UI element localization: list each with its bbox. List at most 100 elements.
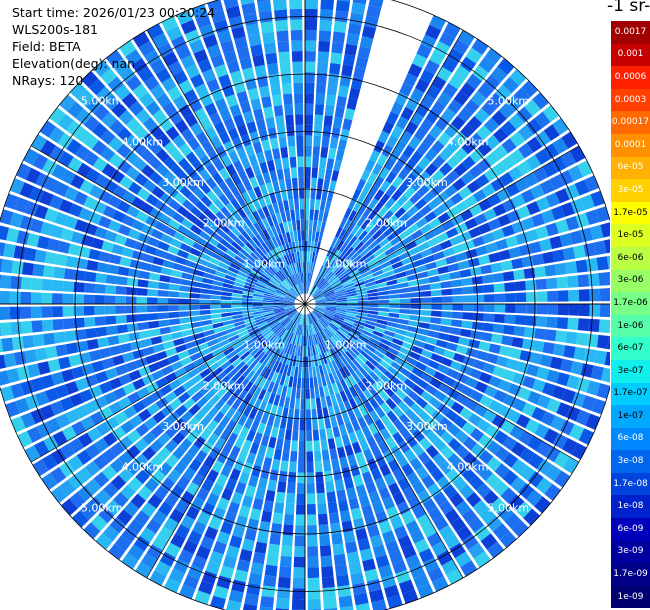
range-bin bbox=[9, 306, 21, 320]
range-bin bbox=[107, 264, 119, 275]
range-bin bbox=[569, 145, 586, 163]
range-bin bbox=[472, 312, 484, 322]
range-bin bbox=[96, 86, 113, 103]
range-bin bbox=[410, 252, 423, 262]
range-bin bbox=[422, 523, 437, 538]
range-bin bbox=[292, 429, 299, 441]
range-bin bbox=[389, 299, 400, 304]
range-bin bbox=[165, 425, 179, 439]
range-bin bbox=[476, 418, 491, 433]
range-bin bbox=[348, 431, 358, 444]
range-bin bbox=[329, 261, 338, 271]
range-bin bbox=[218, 222, 230, 234]
range-bin bbox=[318, 513, 329, 525]
range-bin bbox=[307, 272, 310, 284]
range-bin bbox=[234, 436, 245, 449]
range-bin bbox=[284, 104, 294, 116]
range-bin bbox=[238, 471, 250, 485]
range-bin bbox=[375, 554, 390, 569]
range-bin bbox=[368, 422, 379, 435]
range-bin bbox=[109, 254, 122, 265]
range-bin bbox=[276, 246, 284, 257]
range-bin bbox=[94, 438, 109, 453]
range-bin bbox=[312, 311, 321, 319]
range-bin bbox=[240, 0, 255, 5]
range-bin bbox=[474, 525, 491, 542]
range-bin bbox=[542, 251, 555, 264]
range-bin bbox=[103, 391, 118, 405]
range-bin bbox=[233, 114, 245, 127]
range-bin bbox=[508, 494, 525, 511]
range-bin bbox=[339, 327, 350, 335]
range-bin bbox=[410, 150, 423, 164]
range-bin bbox=[241, 191, 252, 204]
range-bin bbox=[417, 409, 431, 423]
range-bin bbox=[281, 157, 290, 169]
range-bin bbox=[427, 268, 439, 277]
colorbar-level: 1e-05 bbox=[611, 224, 650, 247]
range-bin bbox=[547, 290, 558, 302]
range-bin bbox=[20, 291, 32, 304]
range-bin bbox=[296, 145, 304, 157]
range-bin bbox=[255, 233, 265, 245]
range-bin bbox=[318, 343, 324, 354]
range-bin bbox=[179, 317, 191, 324]
range-bin bbox=[126, 286, 138, 296]
range-bin bbox=[424, 211, 437, 223]
range-bin bbox=[334, 479, 345, 492]
range-bin bbox=[431, 304, 442, 310]
range-bin bbox=[326, 302, 337, 304]
range-bin bbox=[226, 394, 237, 407]
range-bin bbox=[305, 124, 313, 136]
range-bin bbox=[384, 584, 400, 599]
range-bin bbox=[201, 247, 214, 257]
range-bin bbox=[334, 313, 346, 319]
range-bin bbox=[412, 480, 426, 495]
range-bin bbox=[291, 440, 298, 452]
range-bin bbox=[308, 335, 312, 346]
range-bin bbox=[501, 335, 514, 346]
range-bin bbox=[262, 255, 272, 265]
range-bin bbox=[255, 317, 266, 323]
range-bin bbox=[382, 265, 394, 273]
range-bin bbox=[157, 312, 169, 320]
range-bin bbox=[367, 240, 379, 251]
range-bin bbox=[178, 104, 193, 119]
range-bin bbox=[292, 577, 305, 589]
range-bin bbox=[368, 357, 379, 367]
range-bin bbox=[257, 219, 266, 231]
range-bin bbox=[246, 429, 256, 442]
range-bin bbox=[545, 464, 562, 482]
range-bin bbox=[252, 333, 263, 342]
range-bin bbox=[267, 381, 275, 393]
range-bin bbox=[249, 442, 260, 455]
range-bin bbox=[288, 199, 295, 211]
range-bin bbox=[147, 320, 160, 329]
range-bin bbox=[487, 541, 504, 559]
range-bin bbox=[158, 501, 173, 517]
range-bin bbox=[590, 365, 604, 381]
range-bin bbox=[128, 268, 140, 278]
range-bin bbox=[40, 404, 55, 420]
range-bin bbox=[392, 559, 407, 574]
range-bin bbox=[365, 374, 376, 386]
range-bin bbox=[32, 459, 49, 477]
range-bin bbox=[318, 40, 331, 53]
range-bin bbox=[242, 462, 253, 475]
range-bin bbox=[453, 162, 468, 177]
range-bin bbox=[280, 283, 290, 291]
range-bin bbox=[118, 396, 132, 410]
range-bin bbox=[386, 321, 398, 328]
range-bin bbox=[200, 283, 212, 290]
range-bin bbox=[286, 332, 293, 343]
range-bin bbox=[394, 207, 406, 219]
range-bin bbox=[332, 318, 343, 325]
range-bin bbox=[470, 91, 487, 107]
range-bin bbox=[252, 301, 263, 304]
range-bin bbox=[388, 312, 400, 318]
range-bin bbox=[380, 260, 392, 269]
range-bin bbox=[328, 338, 336, 348]
range-bin bbox=[324, 311, 335, 317]
range-bin bbox=[223, 141, 235, 154]
range-bin bbox=[296, 313, 302, 324]
